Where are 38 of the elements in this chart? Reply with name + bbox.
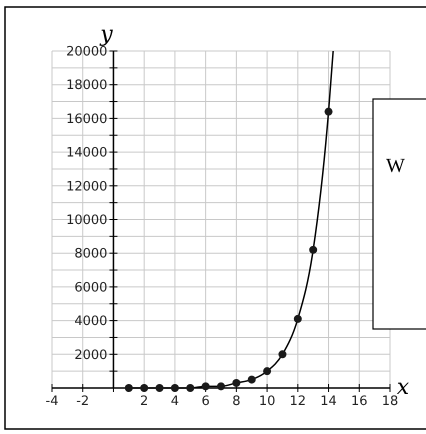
x-tick-label: 18 — [382, 394, 398, 409]
x-tick-label: 10 — [258, 394, 276, 409]
x-tick-label: 4 — [170, 394, 180, 409]
y-axis-title: y — [99, 22, 114, 47]
point — [217, 382, 225, 390]
x-tick-label: 16 — [351, 394, 368, 409]
point — [202, 382, 210, 390]
y-tick-label: 8000 — [74, 246, 108, 262]
x-tick-label: 8 — [232, 394, 241, 409]
x-tick-label: -4 — [46, 394, 58, 409]
y-tick-label: 16000 — [66, 112, 108, 127]
y-tick-label: 18000 — [66, 78, 108, 94]
annotation: W — [386, 155, 405, 177]
point — [140, 384, 148, 392]
x-axis-title: x — [396, 375, 410, 400]
point — [232, 378, 240, 387]
x-tick-label: 14 — [320, 394, 337, 409]
point — [170, 384, 179, 392]
y-tick-label: 20000 — [66, 44, 108, 60]
y-tick-label: 12000 — [66, 179, 108, 194]
y-tick-label: 6000 — [74, 280, 108, 296]
x-tick-label: 2 — [140, 394, 148, 409]
point — [263, 367, 272, 376]
point — [124, 384, 133, 392]
y-tick-label: 10000 — [66, 213, 108, 228]
x-tick-label: 12 — [290, 394, 306, 409]
point — [294, 314, 302, 323]
point — [324, 108, 333, 116]
point — [278, 350, 286, 358]
point — [309, 246, 318, 254]
point — [248, 376, 256, 384]
y-tick-label: 14000 — [66, 146, 108, 161]
point — [156, 384, 164, 392]
y-tick-label: 4000 — [74, 314, 108, 330]
y-tick-label: 2000 — [74, 348, 108, 363]
point — [186, 384, 194, 392]
x-tick-label: 6 — [201, 394, 210, 409]
x-tick-label: -2 — [76, 394, 90, 409]
